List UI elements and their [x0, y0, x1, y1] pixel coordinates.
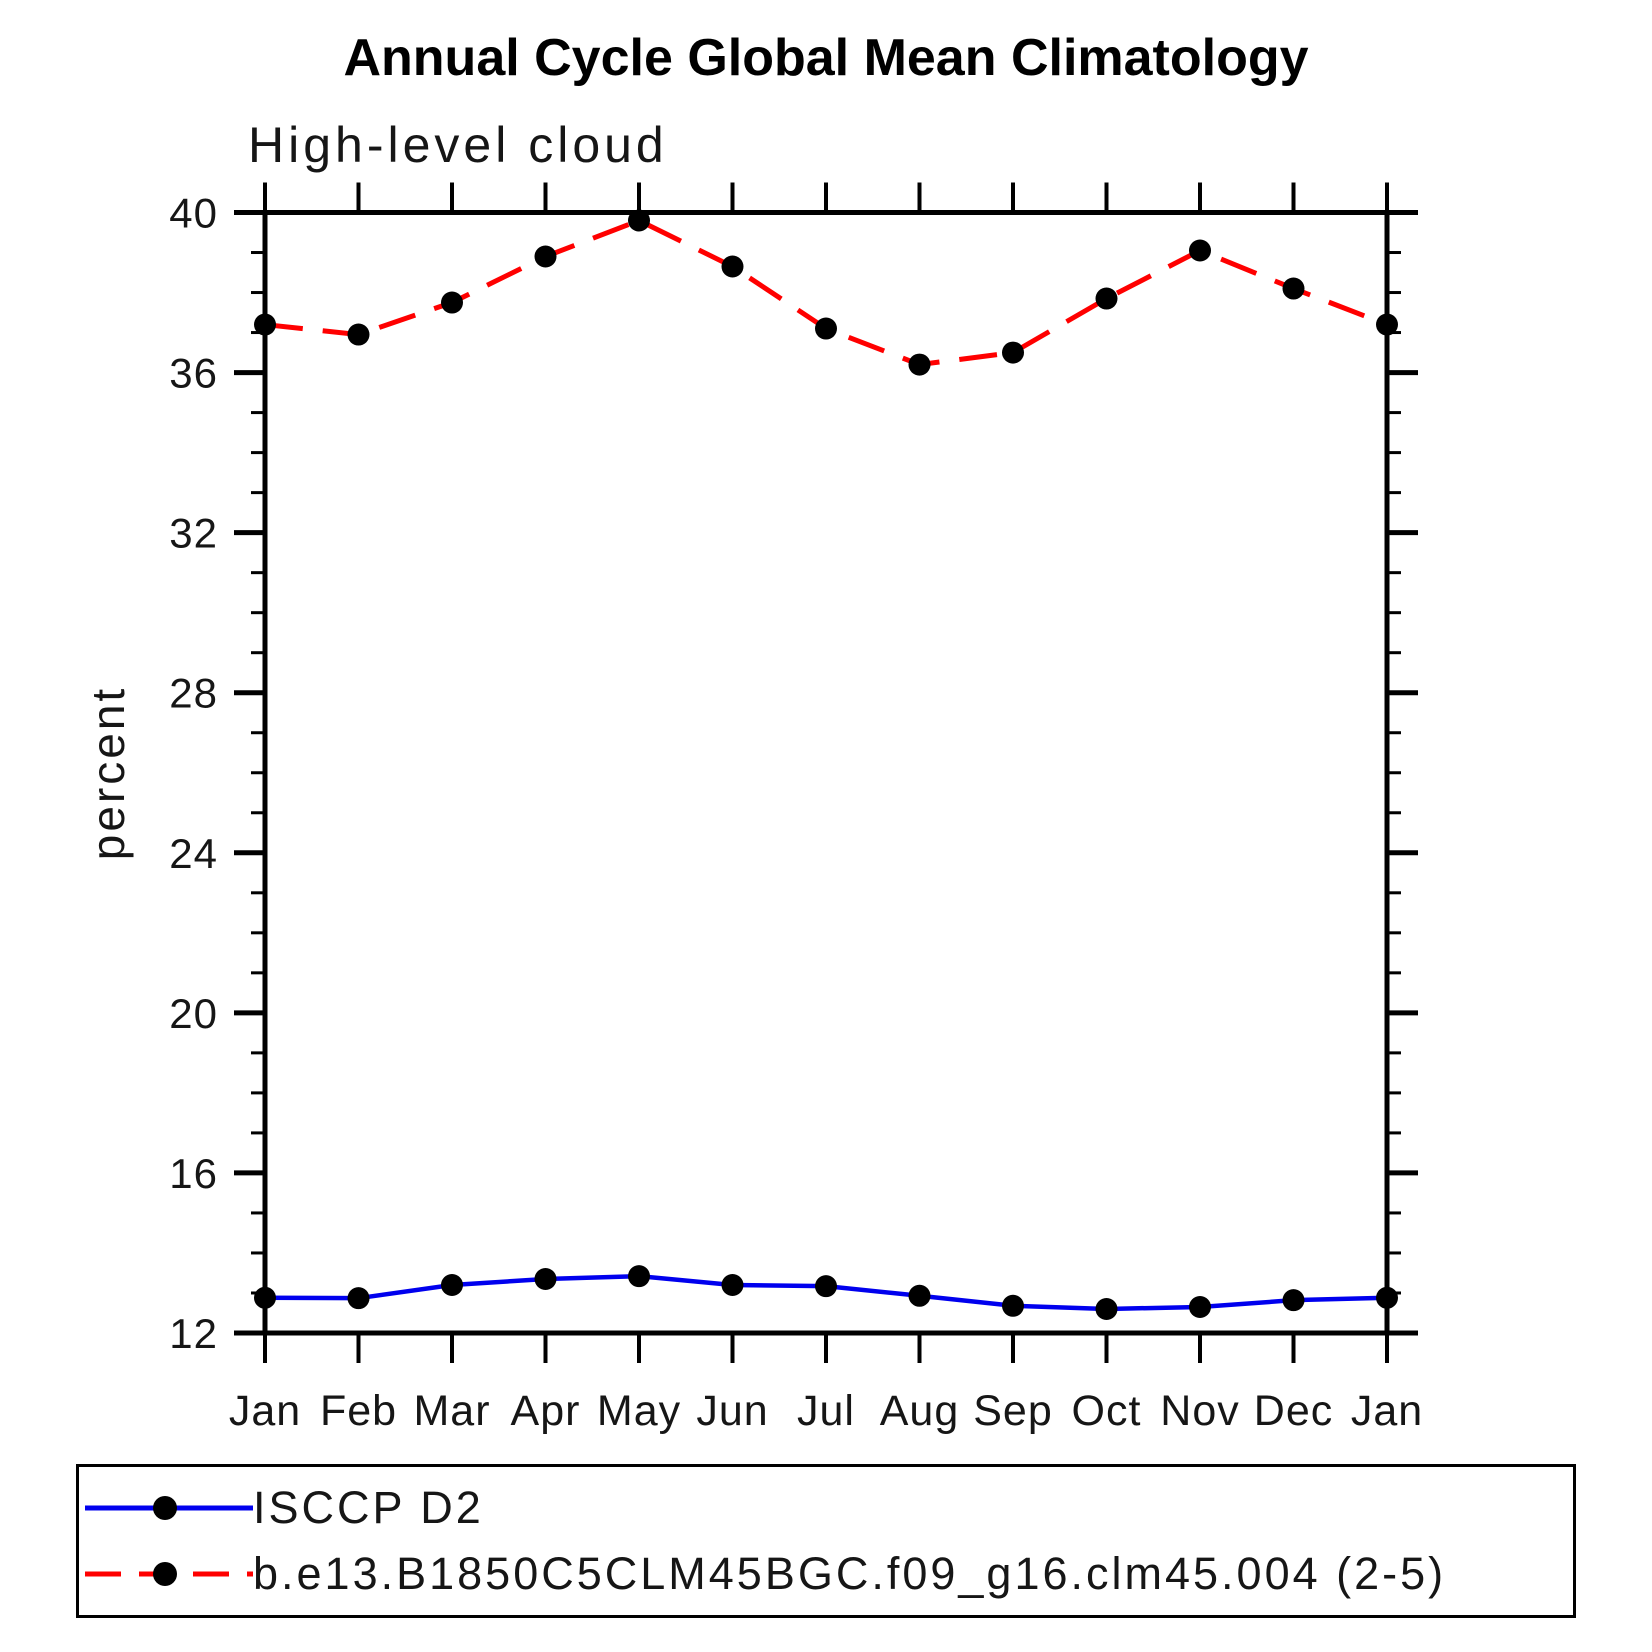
data-point-marker	[347, 1287, 370, 1310]
y-tick-label: 20	[169, 990, 218, 1037]
data-point-marker	[1002, 341, 1024, 364]
data-point-marker	[441, 1273, 463, 1296]
x-tick-label: Jun	[696, 1387, 768, 1435]
data-point-marker	[815, 317, 837, 340]
data-point-marker	[1282, 1289, 1305, 1312]
legend-line-sample-dashed	[85, 1562, 253, 1586]
data-point-marker	[1002, 1294, 1024, 1317]
x-tick-label: Oct	[1072, 1387, 1142, 1435]
chart-subtitle: High-level cloud	[248, 117, 668, 173]
x-tick-label: Feb	[320, 1387, 397, 1435]
chart-title: Annual Cycle Global Mean Climatology	[343, 29, 1309, 87]
legend-item-isccp: ISCCP D2	[85, 1477, 484, 1539]
legend-label-isccp: ISCCP D2	[253, 1482, 484, 1533]
data-point-marker	[1095, 1297, 1118, 1320]
y-tick-label: 36	[169, 350, 218, 397]
x-tick-label: Jan	[1351, 1387, 1423, 1435]
legend-line-sample-solid	[85, 1496, 253, 1520]
data-point-marker	[721, 255, 744, 278]
data-point-marker	[1095, 287, 1118, 310]
y-tick-label: 24	[169, 830, 218, 877]
data-point-marker	[1282, 277, 1305, 300]
data-point-marker	[1189, 1295, 1211, 1318]
y-tick-label: 40	[169, 190, 218, 237]
legend-label-model: b.e13.B1850C5CLM45BGC.f09_g16.clm45.004 …	[253, 1548, 1447, 1599]
data-point-marker	[347, 323, 370, 346]
data-point-marker	[628, 1265, 650, 1288]
x-tick-label: Aug	[880, 1387, 960, 1435]
x-tick-label: Dec	[1254, 1387, 1333, 1435]
x-tick-label: Jan	[229, 1387, 301, 1435]
series-line-1	[264, 217, 1388, 368]
x-tick-label: Mar	[413, 1387, 490, 1435]
x-tick-label: Nov	[1160, 1387, 1239, 1435]
x-tick-label: May	[597, 1387, 681, 1435]
data-point-marker	[815, 1275, 837, 1298]
x-tick-label: Sep	[973, 1387, 1053, 1435]
y-tick-label: 12	[169, 1310, 218, 1357]
x-tick-label: Jul	[797, 1387, 855, 1435]
data-point-marker	[441, 291, 463, 314]
legend-marker-dot	[153, 1496, 177, 1520]
data-point-marker	[534, 1267, 557, 1290]
data-point-marker	[908, 1284, 931, 1307]
x-tick-label: Apr	[511, 1387, 581, 1435]
data-point-marker	[1376, 313, 1398, 336]
axes-frame	[262, 210, 1390, 1336]
data-point-marker	[908, 353, 931, 376]
data-point-marker	[254, 1286, 276, 1309]
data-point-marker	[254, 313, 276, 336]
data-point-marker	[534, 245, 557, 268]
y-tick-label: 16	[169, 1150, 218, 1197]
legend-item-model: b.e13.B1850C5CLM45BGC.f09_g16.clm45.004 …	[85, 1543, 1446, 1605]
y-tick-label: 32	[169, 510, 218, 557]
data-point-marker	[721, 1273, 744, 1296]
legend-box: ISCCP D2 b.e13.B1850C5CLM45BGC.f09_g16.c…	[76, 1464, 1576, 1618]
data-point-marker	[628, 209, 650, 232]
data-point-marker	[1376, 1286, 1398, 1309]
legend-marker-dot	[153, 1562, 177, 1586]
y-tick-label: 28	[169, 670, 218, 717]
data-point-marker	[1189, 239, 1211, 262]
